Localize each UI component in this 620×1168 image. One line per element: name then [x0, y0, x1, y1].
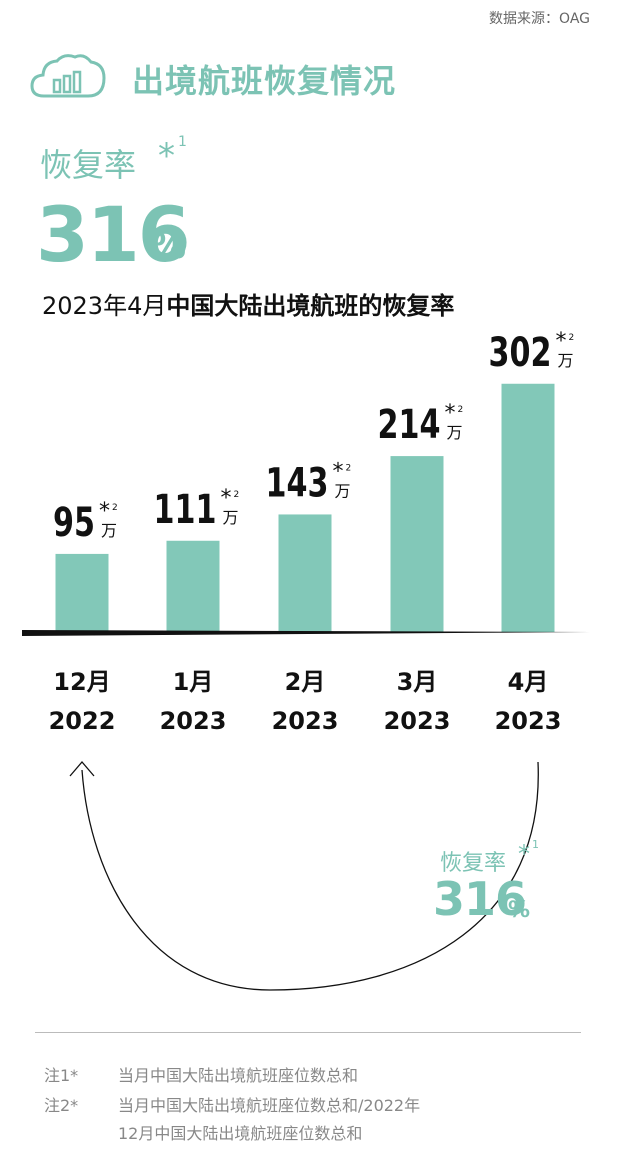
chart-baseline: [22, 630, 590, 636]
bar-value-footnote-2: 2: [346, 463, 352, 473]
x-tick-year-1: 2023: [160, 707, 227, 735]
data-source: 数据来源：OAG: [489, 11, 590, 27]
x-tick-month-0: 12月: [53, 668, 110, 696]
arc-rate-star: *: [518, 840, 530, 868]
bar-1: [166, 540, 220, 632]
bar-value-star-2: *: [333, 459, 344, 484]
recovery-rate-value: 316: [36, 190, 191, 279]
divider: [35, 1032, 581, 1033]
bar-value-star-4: *: [556, 329, 567, 354]
x-tick-month-4: 4月: [508, 668, 549, 696]
arc-rate-percent: %: [508, 898, 531, 923]
note-2-text-line2: 12月中国大陆出境航班座位数总和: [118, 1124, 363, 1143]
x-tick-year-0: 2022: [49, 707, 116, 735]
note-1-label: 注1*: [44, 1066, 79, 1085]
note-2-text-line1: 当月中国大陆出境航班座位数总和/2022年: [118, 1096, 421, 1115]
bar-unit-label-4: 万: [558, 351, 574, 370]
bar-value-star-3: *: [445, 401, 456, 426]
bar-value-footnote-0: 2: [112, 503, 118, 513]
subtitle-bold: 中国大陆出境航班的恢复率: [166, 292, 455, 320]
bar-value-footnote-4: 2: [569, 333, 575, 343]
arrow-up-icon: [69, 761, 95, 777]
note-2-label: 注2*: [44, 1096, 79, 1115]
cloud-bar-chart-icon: [30, 54, 106, 98]
x-tick-year-2: 2023: [272, 707, 339, 735]
bar-value-footnote-1: 2: [234, 490, 240, 500]
bar-value-label-1: 111: [154, 487, 217, 533]
bar-value-label-2: 143: [266, 460, 329, 506]
x-tick-month-3: 3月: [397, 668, 438, 696]
x-tick-month-1: 1月: [173, 668, 214, 696]
recovery-arc: [69, 761, 539, 991]
x-tick-year-4: 2023: [495, 707, 562, 735]
bar-unit-label-2: 万: [335, 481, 351, 500]
recovery-rate-star: *: [158, 136, 175, 176]
arc-rate-value: 316: [433, 872, 527, 926]
x-tick-month-2: 2月: [285, 668, 326, 696]
bar-value-label-3: 214: [378, 402, 441, 448]
bar-2: [278, 514, 332, 632]
bar-3: [390, 456, 444, 632]
chart-subtitle: 2023年4月中国大陆出境航班的恢复率: [42, 286, 454, 321]
subtitle-prefix: 2023年4月: [42, 292, 167, 320]
arc-rate-label: 恢复率: [440, 851, 507, 876]
bar-value-star-1: *: [221, 486, 232, 511]
note-1-text: 当月中国大陆出境航班座位数总和: [118, 1066, 359, 1085]
bar-0: [55, 553, 109, 632]
x-tick-year-3: 2023: [384, 707, 451, 735]
arc-rate-footnote: 1: [532, 838, 539, 851]
recovery-arc-line: [81, 761, 539, 991]
recovery-rate-label: 恢复率: [40, 146, 137, 184]
recovery-rate-footnote: 1: [178, 134, 187, 150]
bar-value-star-0: *: [99, 499, 110, 524]
bar-unit-label-0: 万: [101, 521, 117, 540]
bar-value-footnote-3: 2: [458, 405, 464, 415]
bar-unit-label-1: 万: [223, 508, 239, 527]
bar-4: [501, 383, 555, 632]
bar-unit-label-3: 万: [447, 423, 463, 442]
bar-value-label-0: 95: [53, 500, 95, 546]
bar-value-label-4: 302: [489, 330, 552, 376]
page-title: 出境航班恢复情况: [132, 62, 397, 100]
recovery-rate-percent: %: [150, 226, 187, 267]
